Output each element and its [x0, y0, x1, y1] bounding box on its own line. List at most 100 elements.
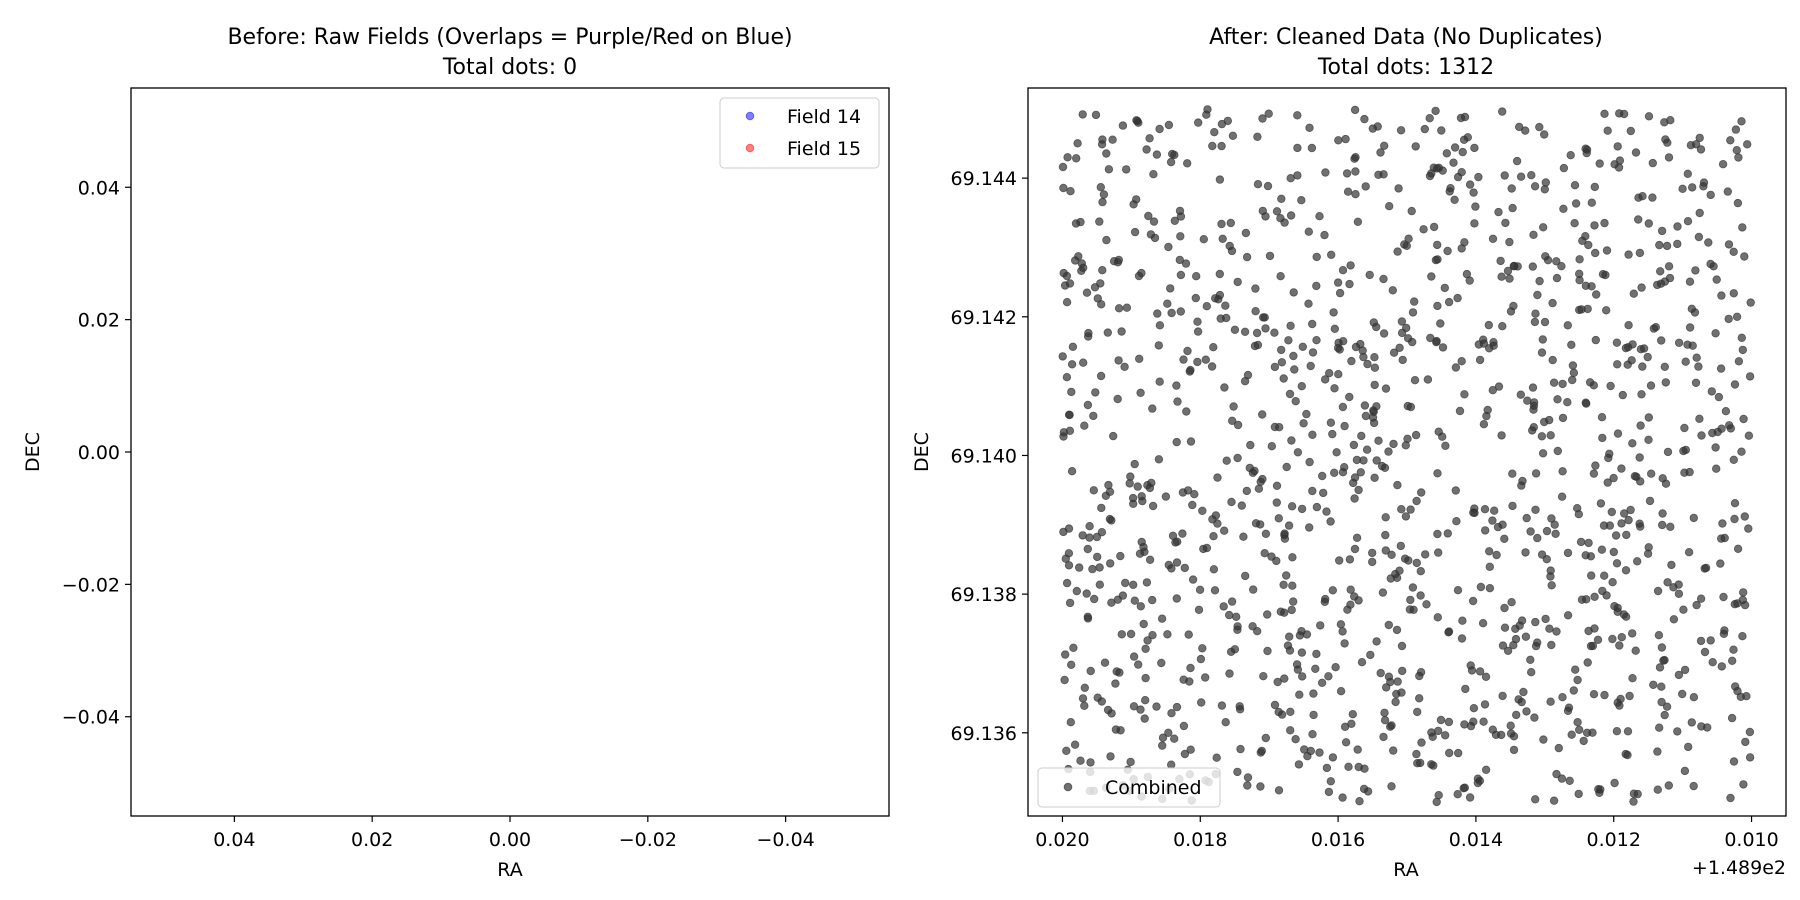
data-point [1272, 556, 1281, 566]
data-point [1253, 179, 1263, 189]
data-point [1200, 673, 1210, 682]
data-point [1431, 106, 1440, 116]
after-x-tick-label: 0.012 [1587, 829, 1641, 851]
data-point [1083, 544, 1092, 554]
data-point [1379, 274, 1388, 284]
data-point [1411, 430, 1421, 440]
data-point [1655, 267, 1665, 276]
data-point [1381, 546, 1390, 555]
data-point [1137, 492, 1146, 501]
data-point [1258, 114, 1267, 123]
data-point [1465, 180, 1475, 189]
data-point [1506, 307, 1516, 316]
data-point [1080, 683, 1089, 692]
data-point [1729, 645, 1738, 654]
data-point [1679, 446, 1688, 456]
data-point [1401, 512, 1411, 521]
data-point [1403, 434, 1412, 443]
data-point [1503, 646, 1513, 655]
data-point [1586, 571, 1596, 580]
data-point [1338, 468, 1348, 477]
data-point [1613, 698, 1622, 707]
data-point [1207, 362, 1217, 371]
data-point [1664, 262, 1674, 271]
data-point [1706, 259, 1715, 269]
data-point [1451, 363, 1461, 372]
data-point [1171, 538, 1180, 547]
data-point [1649, 324, 1659, 333]
data-point [1140, 696, 1150, 705]
data-point [1420, 550, 1430, 559]
data-point [1272, 207, 1282, 216]
data-point [1529, 398, 1539, 407]
data-point [1653, 586, 1663, 596]
data-point [1406, 505, 1415, 514]
before-y-ticks: 0.04 0.02 0.00 −0.02 −0.04 [62, 177, 131, 729]
data-point [1203, 105, 1212, 114]
data-point [1547, 640, 1556, 650]
data-point [1349, 592, 1359, 601]
data-point [1475, 667, 1485, 676]
data-point [1628, 674, 1637, 683]
data-point [1333, 278, 1343, 287]
data-point [1317, 678, 1327, 687]
data-point [1126, 629, 1136, 639]
data-point [1610, 778, 1619, 788]
data-point [1727, 656, 1737, 665]
data-point [1539, 735, 1548, 744]
data-point [1459, 135, 1469, 144]
data-point [1425, 113, 1434, 123]
data-point [1166, 760, 1176, 769]
data-point [1559, 204, 1568, 213]
data-point [1215, 175, 1225, 184]
data-point [1603, 126, 1612, 135]
data-point [1213, 519, 1222, 528]
data-point [1656, 336, 1666, 345]
data-point [1746, 298, 1755, 307]
data-point [1522, 707, 1531, 716]
data-point [1440, 283, 1449, 293]
data-point [1591, 461, 1600, 470]
data-point [1450, 195, 1459, 204]
data-point [1457, 634, 1467, 643]
data-point [1092, 532, 1102, 542]
data-point [1297, 504, 1307, 514]
data-point [1738, 345, 1747, 355]
before-y-tick-label: −0.02 [62, 574, 120, 596]
data-point [1528, 262, 1537, 271]
data-point [1180, 749, 1190, 759]
data-point [1199, 234, 1208, 244]
data-point [1509, 745, 1519, 755]
data-point [1662, 702, 1672, 711]
data-point [1338, 337, 1348, 346]
data-point [1574, 725, 1584, 734]
data-point [1667, 560, 1676, 570]
data-point [1367, 548, 1377, 558]
data-point [1256, 748, 1265, 757]
data-point [1685, 467, 1694, 477]
data-point [1348, 710, 1357, 719]
data-point [1407, 337, 1417, 347]
data-point [1376, 668, 1385, 678]
data-point [1599, 571, 1609, 580]
data-point [1530, 795, 1540, 804]
data-point [1610, 602, 1619, 611]
data-point [1355, 797, 1364, 806]
data-point [1590, 221, 1599, 230]
data-point [1621, 566, 1631, 575]
data-point [1481, 765, 1491, 774]
data-point [1134, 271, 1144, 281]
data-point [1212, 753, 1221, 762]
data-point [1660, 362, 1669, 371]
data-point [1599, 521, 1609, 530]
data-point [1706, 636, 1715, 645]
data-point [1518, 476, 1527, 486]
data-point [1629, 797, 1638, 806]
data-point [1581, 595, 1591, 604]
data-point [1277, 358, 1287, 367]
data-point [1213, 473, 1222, 482]
data-point [1148, 404, 1157, 413]
data-point [1341, 134, 1350, 144]
data-point [1742, 140, 1752, 149]
data-point [1699, 178, 1709, 187]
